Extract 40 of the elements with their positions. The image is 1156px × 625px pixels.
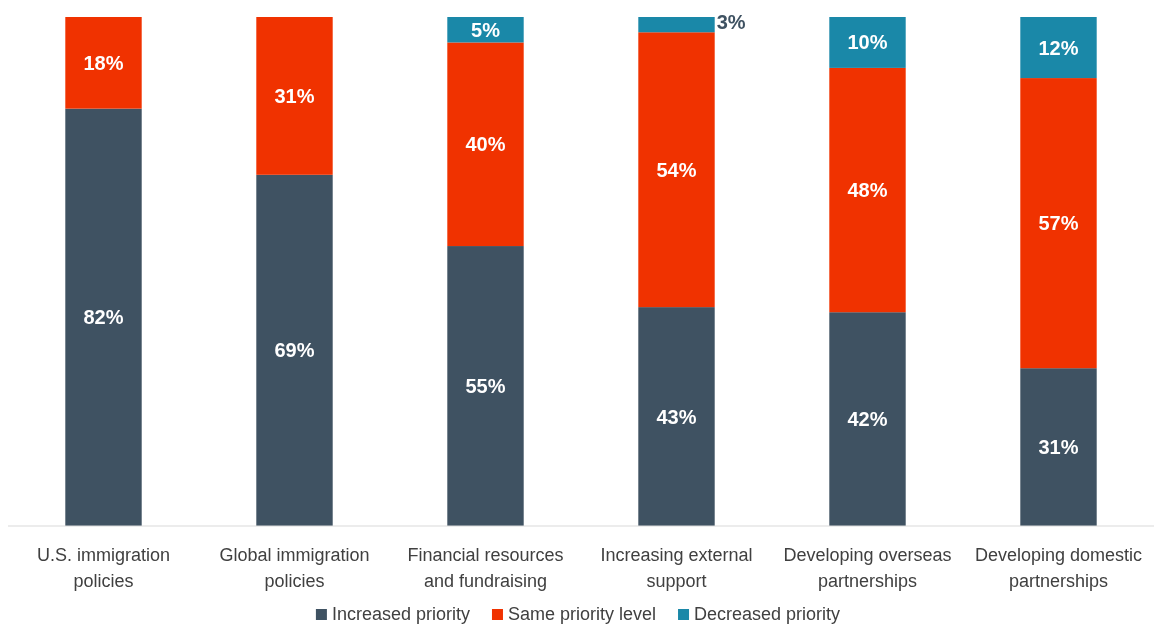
data-label: 48% <box>847 179 888 202</box>
data-label: 18% <box>83 51 124 74</box>
bar <box>638 17 715 33</box>
legend-label: Increased priority <box>331 604 470 624</box>
x-tick-label: U.S. immigration policies <box>36 545 171 591</box>
bar <box>829 312 906 526</box>
data-label: 69% <box>274 339 315 362</box>
bar <box>1020 368 1097 526</box>
data-label: 57% <box>1038 212 1079 235</box>
bar <box>829 67 906 313</box>
data-label: 31% <box>1038 436 1079 459</box>
data-label: 54% <box>656 158 697 181</box>
data-label: 3% <box>716 11 746 33</box>
data-label: 43% <box>656 405 697 428</box>
data-label: 82% <box>83 306 124 329</box>
bar <box>256 17 333 175</box>
x-tick-label: Developing domestic partnerships <box>974 545 1143 591</box>
x-tick-label: Global immigration policies <box>219 545 370 591</box>
bar <box>65 17 142 109</box>
bar <box>638 307 715 526</box>
bar <box>447 42 524 247</box>
bar <box>829 17 906 68</box>
x-tick-label: Financial resources and fundraising <box>407 545 564 591</box>
bar <box>256 174 333 526</box>
x-tick-label: Developing overseas partnerships <box>783 545 952 591</box>
data-label: 5% <box>471 18 501 41</box>
legend-label: Decreased priority <box>694 604 841 624</box>
data-label: 12% <box>1038 36 1079 59</box>
data-label: 40% <box>465 133 506 156</box>
x-tick-label: Increasing external support <box>600 545 753 591</box>
data-label: 55% <box>465 375 506 398</box>
bar <box>1020 17 1097 79</box>
bar <box>447 246 524 526</box>
data-label: 31% <box>274 84 315 107</box>
legend-label: Same priority level <box>507 604 657 624</box>
data-label: 42% <box>847 408 888 431</box>
data-label: 10% <box>847 31 888 54</box>
bar <box>638 32 715 308</box>
bar <box>65 108 142 526</box>
bar <box>1020 78 1097 369</box>
